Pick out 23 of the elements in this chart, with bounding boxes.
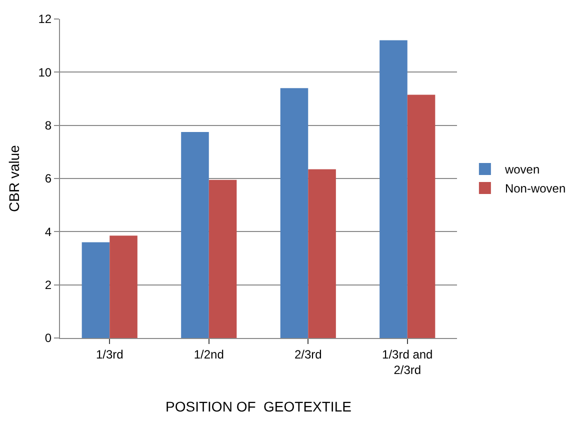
y-tick-label: 4	[44, 224, 52, 239]
y-tick-label: 2	[44, 278, 52, 292]
y-tick-label: 10	[38, 65, 52, 80]
y-tick-label: 0	[44, 331, 52, 346]
y-axis-title: CBR value	[6, 144, 22, 212]
y-tick-label: 8	[44, 118, 52, 133]
bar	[308, 169, 336, 338]
x-tick-label: 1/3rd	[96, 347, 124, 362]
y-tick-label: 12	[38, 12, 52, 26]
bar	[407, 94, 436, 338]
bar	[208, 180, 237, 338]
y-tick-label: 6	[44, 172, 52, 186]
x-tick-label: 2/3rd	[294, 347, 322, 362]
x-axis-title: POSITION OF GEOTEXTILE	[166, 398, 352, 414]
bar	[82, 242, 110, 338]
x-tick-label: 1/3rd and 2/3rd	[382, 347, 433, 377]
legend-label: Non-woven	[504, 182, 566, 196]
x-tick-label: 1/2nd	[194, 347, 224, 362]
legend-label: woven	[504, 162, 540, 177]
bar	[181, 132, 209, 338]
bar	[110, 236, 138, 338]
bar	[280, 88, 308, 338]
bar	[380, 40, 408, 338]
